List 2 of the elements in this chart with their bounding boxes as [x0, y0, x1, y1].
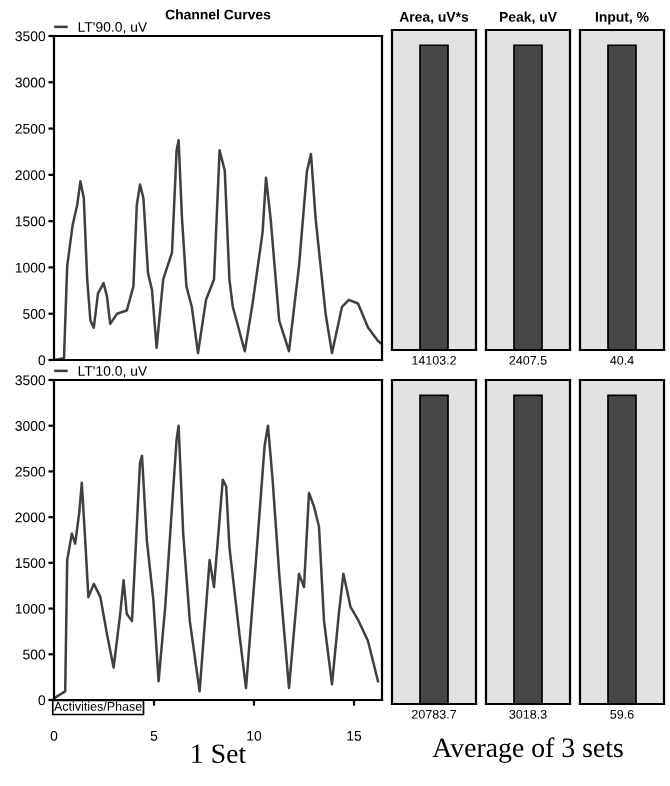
x-axis-title: 1 Set	[192, 744, 246, 764]
x-axis-title: Average of 3 sets	[432, 737, 623, 763]
